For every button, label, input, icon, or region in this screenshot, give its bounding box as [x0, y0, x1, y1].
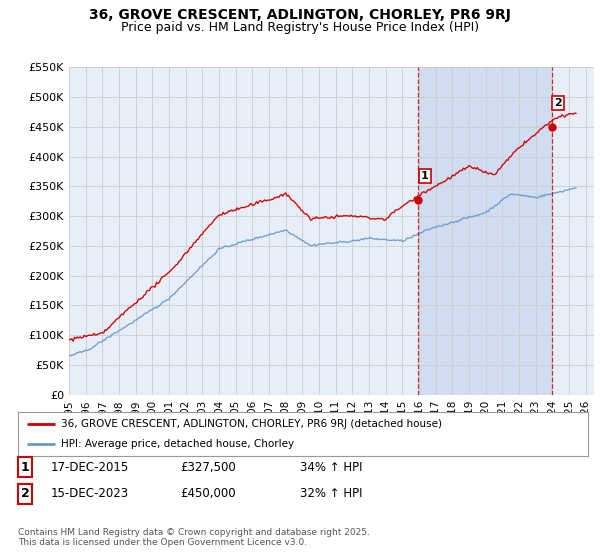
Text: 36, GROVE CRESCENT, ADLINGTON, CHORLEY, PR6 9RJ: 36, GROVE CRESCENT, ADLINGTON, CHORLEY, …: [89, 8, 511, 22]
Text: 34% ↑ HPI: 34% ↑ HPI: [300, 460, 362, 474]
Text: £450,000: £450,000: [180, 487, 236, 501]
Text: Price paid vs. HM Land Registry's House Price Index (HPI): Price paid vs. HM Land Registry's House …: [121, 21, 479, 34]
Text: 15-DEC-2023: 15-DEC-2023: [51, 487, 129, 501]
Text: 2: 2: [554, 98, 562, 108]
Text: 32% ↑ HPI: 32% ↑ HPI: [300, 487, 362, 501]
Text: £327,500: £327,500: [180, 460, 236, 474]
Text: 2: 2: [21, 487, 29, 501]
Text: 17-DEC-2015: 17-DEC-2015: [51, 460, 129, 474]
Text: Contains HM Land Registry data © Crown copyright and database right 2025.
This d: Contains HM Land Registry data © Crown c…: [18, 528, 370, 547]
Text: 36, GROVE CRESCENT, ADLINGTON, CHORLEY, PR6 9RJ (detached house): 36, GROVE CRESCENT, ADLINGTON, CHORLEY, …: [61, 419, 442, 429]
Text: 1: 1: [21, 460, 29, 474]
Text: HPI: Average price, detached house, Chorley: HPI: Average price, detached house, Chor…: [61, 439, 294, 449]
Bar: [418, 67, 551, 395]
Text: 1: 1: [421, 171, 428, 181]
